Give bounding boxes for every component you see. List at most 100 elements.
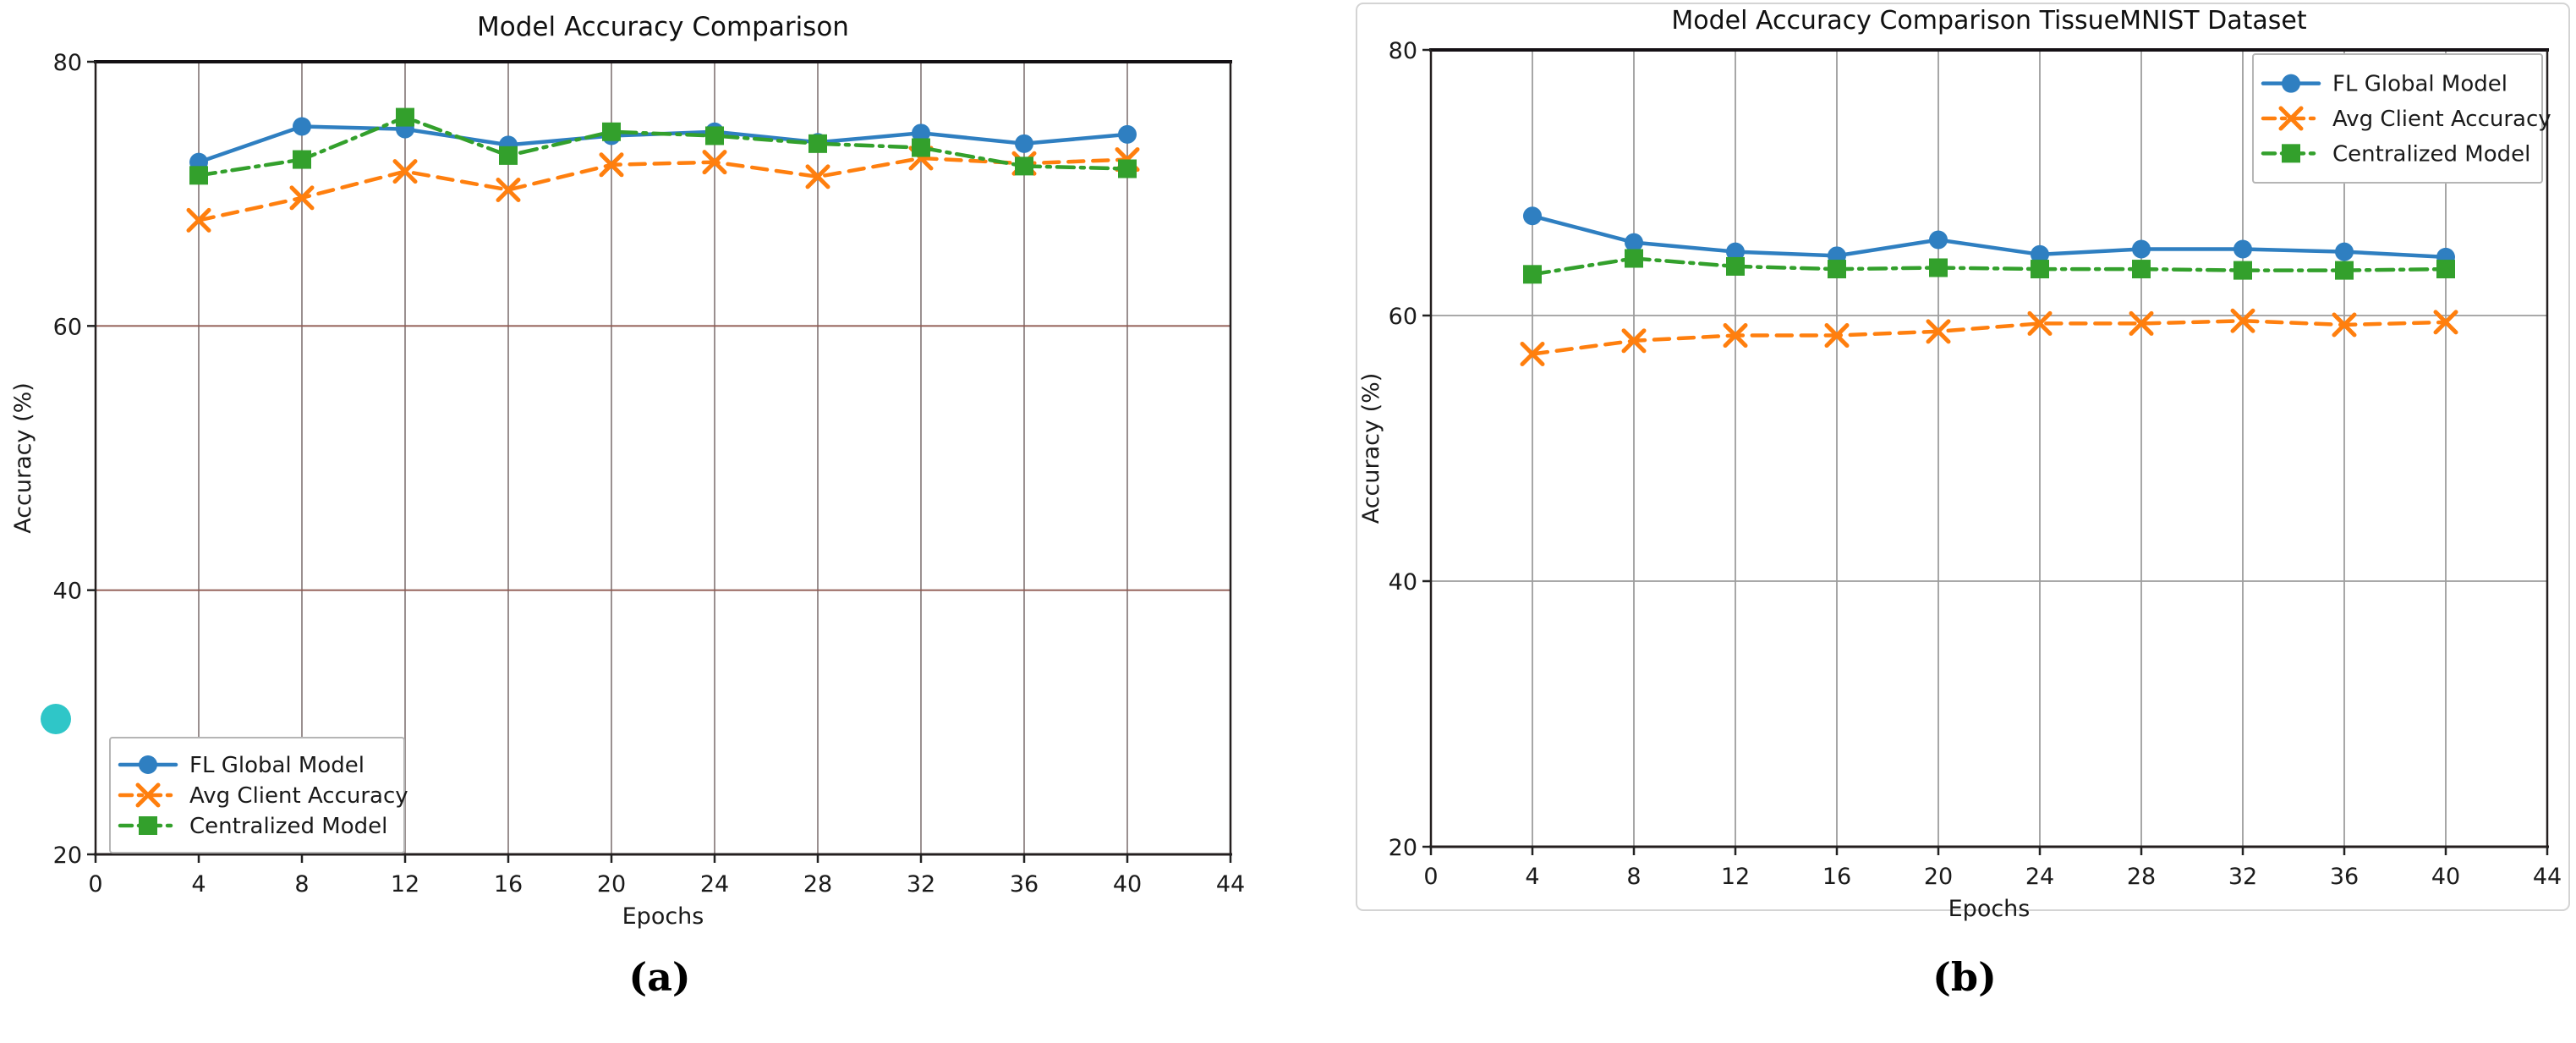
data-point-square	[1726, 256, 1745, 276]
x-stroke	[599, 152, 624, 178]
x-tick-label: 28	[803, 871, 832, 898]
chart-b-svg: 0 4 8 12 16 20 24 28 32 36 40 44 20 40 60 80 Model Accur…	[1356, 3, 2570, 922]
data-point-x	[2433, 310, 2458, 335]
data-point-circle	[2233, 239, 2252, 259]
x-tick-label: 8	[294, 871, 309, 898]
data-point-circle	[912, 124, 930, 143]
data-point-x	[186, 207, 211, 233]
y-tick-label: 80	[1389, 38, 1417, 64]
y-tick-label: 40	[1389, 569, 1417, 596]
data-point-x	[2129, 310, 2154, 336]
data-point-square	[499, 145, 518, 165]
x-tick-label: 24	[2025, 864, 2054, 890]
x-stroke	[2027, 310, 2053, 336]
data-point-x	[1520, 342, 1545, 367]
chart-title: Model Accuracy Comparison	[477, 12, 849, 42]
legend-sample-marker	[2278, 106, 2304, 131]
data-point-x	[2027, 310, 2053, 336]
legend-sample-marker	[135, 782, 161, 808]
series-line-centralized-model	[1530, 256, 2448, 277]
legend-label: Avg Client Accuracy	[189, 783, 408, 809]
legend-box	[109, 737, 405, 854]
x-tick-label: 36	[2330, 864, 2359, 890]
data-point-x	[2332, 312, 2357, 338]
data-point-circle	[1625, 233, 1643, 252]
chart-title: Model Accuracy Comparison TissueMNIST Da…	[1671, 6, 2307, 36]
legend-sample-marker	[2282, 74, 2300, 93]
y-axis-label: Accuracy (%)	[10, 382, 36, 534]
data-point-circle	[1118, 124, 1137, 144]
data-point-x	[2230, 308, 2255, 333]
data-point-circle	[2132, 239, 2151, 259]
y-tick-label: 60	[1389, 304, 1417, 330]
data-point-square	[705, 126, 724, 145]
x-tick-label: 32	[907, 871, 935, 898]
x-stroke	[702, 150, 727, 175]
data-point-square	[1828, 260, 1846, 279]
data-point-circle	[1015, 134, 1033, 153]
data-point-square	[912, 138, 930, 157]
data-point-circle	[1523, 206, 1542, 226]
data-point-square	[1015, 156, 1033, 176]
series-line-fl-global-model	[1530, 214, 2448, 260]
chart-a-svg: 0 4 8 12 16 20 24 28 32 36 40 44 20 40 60 80 Model Accur…	[10, 12, 1245, 930]
x-tick-label: 4	[1525, 864, 1539, 890]
data-point-x	[1723, 323, 1748, 349]
x-tick-label: 12	[391, 871, 419, 898]
y-axis-label: Accuracy (%)	[1358, 373, 1384, 524]
data-point-square	[2031, 260, 2049, 279]
y-tick-label: 20	[1389, 835, 1417, 861]
x-stroke	[392, 159, 418, 184]
legend-sample-marker	[139, 755, 157, 774]
data-point-square	[602, 122, 621, 141]
legend-label: FL Global Model	[2332, 72, 2507, 97]
data-point-x	[289, 185, 315, 211]
x-stroke	[2278, 106, 2304, 131]
data-point-square	[1118, 159, 1137, 178]
data-point-square	[1523, 265, 1542, 284]
data-point-x	[1926, 319, 1951, 344]
data-point-x	[392, 159, 418, 184]
x-tick-label: 40	[1113, 871, 1142, 898]
data-point-square	[293, 150, 311, 169]
y-tick-label: 80	[53, 50, 82, 76]
x-stroke	[186, 207, 211, 233]
x-tick-label: 4	[191, 871, 206, 898]
x-tick-label: 28	[2127, 864, 2156, 890]
series-line-avg-client-accuracy	[196, 156, 1130, 222]
x-stroke	[1926, 319, 1951, 344]
series-line-avg-client-accuracy	[1530, 319, 2448, 356]
x-stroke	[2129, 310, 2154, 336]
x-stroke	[805, 164, 830, 189]
x-stroke	[1824, 323, 1850, 349]
data-point-circle	[1929, 230, 1948, 250]
x-stroke	[1723, 323, 1748, 349]
x-tick-label: 20	[1924, 864, 1953, 890]
caption-b: (b)	[1932, 954, 1997, 1000]
x-stroke	[289, 185, 315, 211]
x-tick-label: 0	[88, 871, 102, 898]
series-line-centralized-model	[196, 115, 1130, 178]
legend-label: Centralized Model	[189, 814, 387, 839]
data-point-x	[496, 177, 521, 202]
legend-sample-marker	[139, 816, 157, 835]
data-point-square	[2335, 261, 2354, 280]
x-stroke	[496, 177, 521, 202]
data-point-x	[1621, 328, 1647, 354]
x-tick-label: 16	[1822, 864, 1851, 890]
data-point-square	[2436, 260, 2455, 279]
data-point-x	[599, 152, 624, 178]
y-tick-label: 60	[53, 314, 82, 340]
caption-a: (a)	[628, 954, 691, 1000]
y-tick-label: 40	[53, 579, 82, 605]
data-point-circle	[2335, 242, 2354, 261]
x-axis-label: Epochs	[1948, 896, 2031, 922]
data-point-circle	[2031, 244, 2049, 264]
x-stroke	[2433, 310, 2458, 335]
panel-border	[1356, 3, 2570, 911]
legend-sample-marker	[2282, 144, 2300, 163]
x-tick-label: 20	[597, 871, 626, 898]
x-axis-label: Epochs	[622, 903, 704, 930]
x-tick-label: 32	[2228, 864, 2257, 890]
